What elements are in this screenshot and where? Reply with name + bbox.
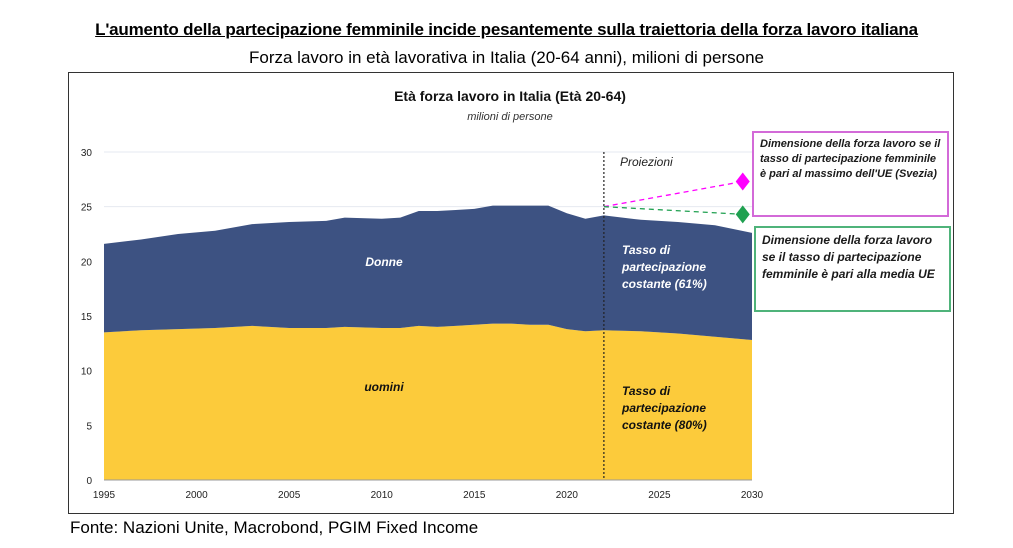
x-tick-label: 2025 <box>648 490 671 501</box>
area-uomini <box>104 323 752 480</box>
label-donne-projection: Tasso di <box>622 243 671 257</box>
label-uomini-projection: Tasso di <box>622 384 671 398</box>
scenario-marker-media_ue <box>735 205 750 224</box>
page-subtitle: Forza lavoro in età lavorativa in Italia… <box>249 48 764 67</box>
label-donne-projection: partecipazione <box>621 260 706 274</box>
y-tick-label: 5 <box>86 421 92 432</box>
label-uomini-projection: costante (80%) <box>622 418 707 432</box>
y-tick-label: 10 <box>81 367 93 378</box>
x-tick-label: 2005 <box>278 490 301 501</box>
source-note: Fonte: Nazioni Unite, Macrobond, PGIM Fi… <box>70 518 479 537</box>
x-tick-label: 2015 <box>463 490 486 501</box>
x-tick-label: 2010 <box>371 490 394 501</box>
chart-subtitle: milioni di persone <box>467 111 553 123</box>
chart-title: Età forza lavoro in Italia (Età 20-64) <box>394 88 626 104</box>
y-tick-label: 20 <box>81 257 93 268</box>
scenario-marker-max_ue <box>735 172 750 191</box>
label-donne: Donne <box>365 255 403 269</box>
x-tick-label: 2020 <box>556 490 579 501</box>
annotation-media-ue: Dimensione della forza lavoro se il tass… <box>754 226 951 312</box>
annotation-max-ue: Dimensione della forza lavoro se il tass… <box>752 131 949 217</box>
label-donne-projection: costante (61%) <box>622 277 707 291</box>
y-tick-label: 25 <box>81 203 93 214</box>
page-title: L'aumento della partecipazione femminile… <box>95 20 918 39</box>
y-tick-label: 30 <box>81 148 93 159</box>
y-tick-label: 15 <box>81 312 93 323</box>
x-tick-label: 2000 <box>185 490 208 501</box>
x-tick-label: 2030 <box>741 490 764 501</box>
area-donne <box>104 205 752 341</box>
scenario-line-media_ue <box>603 206 743 215</box>
scenario-line-max_ue <box>603 180 743 208</box>
label-uomini-projection: partecipazione <box>621 401 706 415</box>
label-uomini: uomini <box>364 380 404 394</box>
y-tick-label: 0 <box>86 476 92 487</box>
label-proiezioni: Proiezioni <box>620 155 673 169</box>
x-tick-label: 1995 <box>93 490 116 501</box>
chart-frame <box>68 72 954 514</box>
